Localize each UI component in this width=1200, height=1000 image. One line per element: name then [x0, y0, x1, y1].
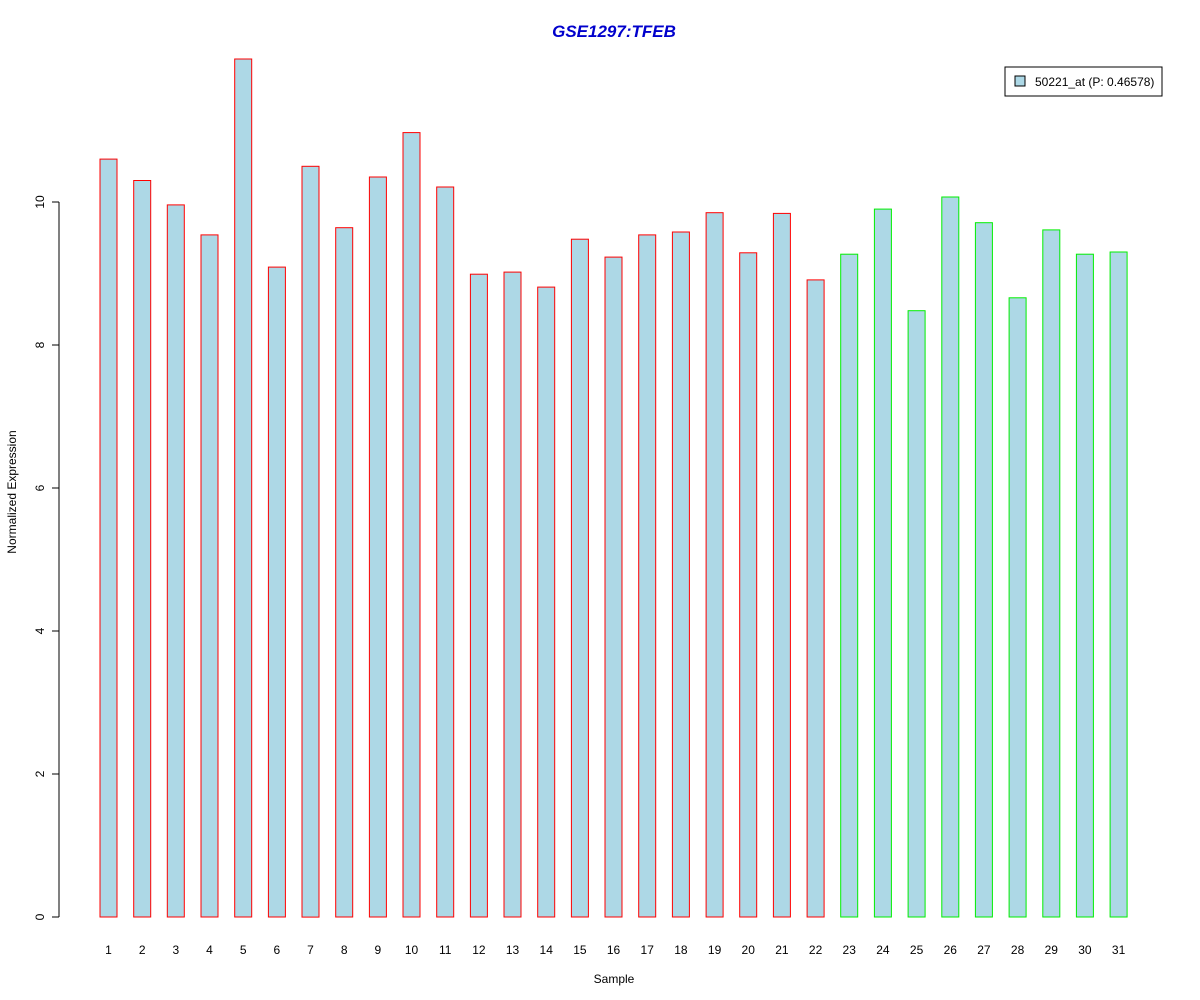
- bar-sample-5: [234, 58, 253, 918]
- bar-sample-18: [671, 231, 690, 918]
- bar-sample-6: [267, 266, 286, 918]
- x-tick-label: 31: [1112, 943, 1126, 957]
- bar-sample-29: [1042, 229, 1061, 918]
- y-axis: 0 2 4 6 8 10: [33, 195, 60, 920]
- x-tick-label: 13: [506, 943, 520, 957]
- bar-sample-16: [604, 256, 623, 918]
- bar-sample-4: [200, 234, 219, 918]
- x-tick-label: 11: [439, 943, 452, 957]
- bar-sample-21: [772, 212, 791, 918]
- x-tick-label: 14: [540, 943, 554, 957]
- bar-sample-28: [1008, 297, 1027, 918]
- legend-swatch: [1014, 75, 1026, 87]
- x-tick-label: 9: [375, 943, 382, 957]
- x-tick-label: 29: [1045, 943, 1059, 957]
- x-tick-label: 8: [341, 943, 348, 957]
- y-axis-label: Normalized Expression: [5, 430, 19, 553]
- legend-box: [1004, 66, 1163, 97]
- bar-sample-3: [166, 204, 185, 918]
- bar-sample-9: [368, 176, 387, 918]
- bar-sample-25: [907, 310, 926, 918]
- x-tick-label: 12: [472, 943, 486, 957]
- x-axis-label: Sample: [594, 972, 635, 986]
- y-tick-label: 2: [33, 770, 47, 777]
- x-tick-label: 15: [573, 943, 587, 957]
- chart-title: GSE1297:TFEB: [552, 22, 676, 41]
- x-tick-label: 22: [809, 943, 823, 957]
- bar-sample-15: [570, 238, 589, 918]
- x-tick-label: 7: [307, 943, 314, 957]
- bar-sample-7: [301, 165, 320, 918]
- x-tick-label: 23: [843, 943, 857, 957]
- bar-sample-22: [806, 279, 825, 918]
- bars: [99, 58, 1128, 918]
- y-tick-label: 0: [33, 913, 47, 920]
- legend-label: 50221_at (P: 0.46578): [1035, 75, 1154, 89]
- bar-sample-8: [335, 227, 354, 918]
- bar-sample-11: [436, 186, 455, 918]
- x-tick-label: 26: [944, 943, 958, 957]
- x-tick-label: 30: [1078, 943, 1092, 957]
- bar-sample-23: [840, 253, 859, 918]
- bar-sample-10: [402, 132, 421, 918]
- bar-sample-12: [469, 273, 488, 918]
- bar-sample-1: [99, 158, 118, 918]
- x-tick-label: 3: [172, 943, 179, 957]
- bar-sample-17: [638, 234, 657, 918]
- bar-sample-14: [537, 286, 556, 918]
- x-tick-label: 1: [105, 943, 112, 957]
- x-tick-label: 24: [876, 943, 890, 957]
- x-tick-label: 19: [708, 943, 722, 957]
- x-tick-label: 6: [274, 943, 281, 957]
- x-tick-label: 27: [977, 943, 991, 957]
- x-tick-label: 4: [206, 943, 213, 957]
- x-tick-label: 5: [240, 943, 247, 957]
- x-tick-label: 28: [1011, 943, 1025, 957]
- legend: 50221_at (P: 0.46578): [1004, 66, 1163, 97]
- x-tick-label: 17: [641, 943, 655, 957]
- x-tick-label: 18: [674, 943, 688, 957]
- y-tick-label: 10: [33, 195, 47, 209]
- bar-sample-19: [705, 212, 724, 918]
- bar-sample-24: [873, 208, 892, 918]
- x-tick-label: 20: [742, 943, 756, 957]
- x-tick-label: 25: [910, 943, 924, 957]
- x-tick-label: 16: [607, 943, 621, 957]
- x-tick-label: 21: [775, 943, 789, 957]
- y-tick-label: 6: [33, 484, 47, 491]
- bar-sample-20: [739, 252, 758, 918]
- bar-sample-27: [974, 222, 993, 918]
- bar-sample-30: [1075, 253, 1094, 918]
- x-tick-labels: 1 2 3 4 5 6 7 8 9 10 11 12 13 14 15 16 17 18 19 20 21 22 23 24 2…: [105, 943, 1125, 957]
- y-tick-label: 4: [33, 627, 47, 634]
- y-tick-label: 8: [33, 341, 47, 348]
- bar-sample-13: [503, 271, 522, 918]
- bar-sample-31: [1109, 251, 1128, 918]
- x-tick-label: 2: [139, 943, 146, 957]
- bar-sample-26: [941, 196, 960, 918]
- x-tick-label: 10: [405, 943, 419, 957]
- bar-sample-2: [133, 180, 152, 918]
